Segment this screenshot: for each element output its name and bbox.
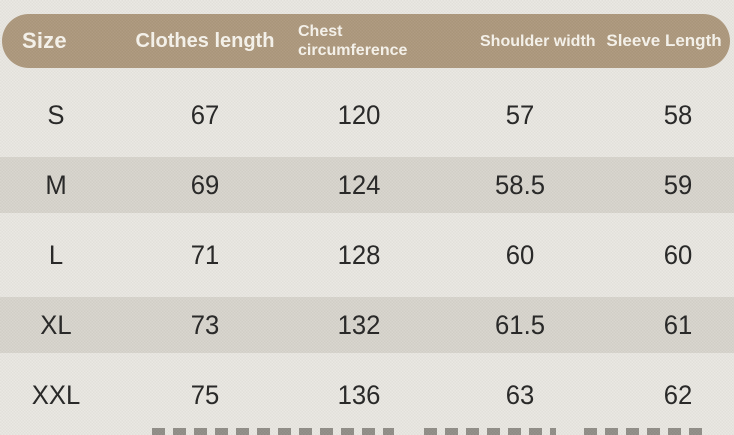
column-header-size: Size [22,28,67,53]
sleeve-length-value: 60 [663,239,693,270]
table-header-bar: Size Clothes length Chest circumference … [2,14,730,68]
table-body: S 67 120 57 58 M 69 124 58.5 59 L 71 128… [0,80,734,430]
table-row-m: M 69 124 58.5 59 [0,150,734,220]
clothes-length-value: 71 [190,239,220,270]
chest-circumference-value: 132 [337,309,381,340]
clothes-length-value: 67 [190,99,220,130]
column-header-clothes-length: Clothes length [135,29,275,52]
clothes-length-value: 75 [190,379,220,410]
shoulder-width-value: 63 [505,379,535,410]
clothes-length-value: 69 [190,169,220,200]
size-label: S [47,99,65,130]
size-label: M [45,169,67,200]
shoulder-width-value: 60 [505,239,535,270]
shoulder-width-value: 61.5 [495,309,545,340]
table-row-s: S 67 120 57 58 [0,80,734,150]
sleeve-length-value: 61 [663,309,693,340]
truncated-footnote-fragment [424,428,556,435]
size-label: L [48,239,64,270]
shoulder-width-value: 58.5 [495,169,545,200]
table-row-xxl: XXL 75 136 63 62 [0,360,734,430]
truncated-footnote-fragment [584,428,704,435]
shoulder-width-value: 57 [505,99,535,130]
size-label: XL [40,309,72,340]
column-header-sleeve-length: Sleeve Length [606,31,722,50]
chest-circumference-value: 120 [337,99,381,130]
sleeve-length-value: 58 [663,99,693,130]
table-row-l: L 71 128 60 60 [0,220,734,290]
column-header-shoulder-width: Shoulder width [480,32,596,50]
column-header-chest-circumference: Chest circumference [298,23,408,59]
size-label: XXL [31,379,81,410]
table-row-xl: XL 73 132 61.5 61 [0,290,734,360]
truncated-footnote-fragment [152,428,394,435]
chest-circumference-value: 124 [337,169,381,200]
clothes-length-value: 73 [190,309,220,340]
chest-circumference-value: 128 [337,239,381,270]
chest-circumference-value: 136 [337,379,381,410]
sleeve-length-value: 59 [663,169,693,200]
sleeve-length-value: 62 [663,379,693,410]
